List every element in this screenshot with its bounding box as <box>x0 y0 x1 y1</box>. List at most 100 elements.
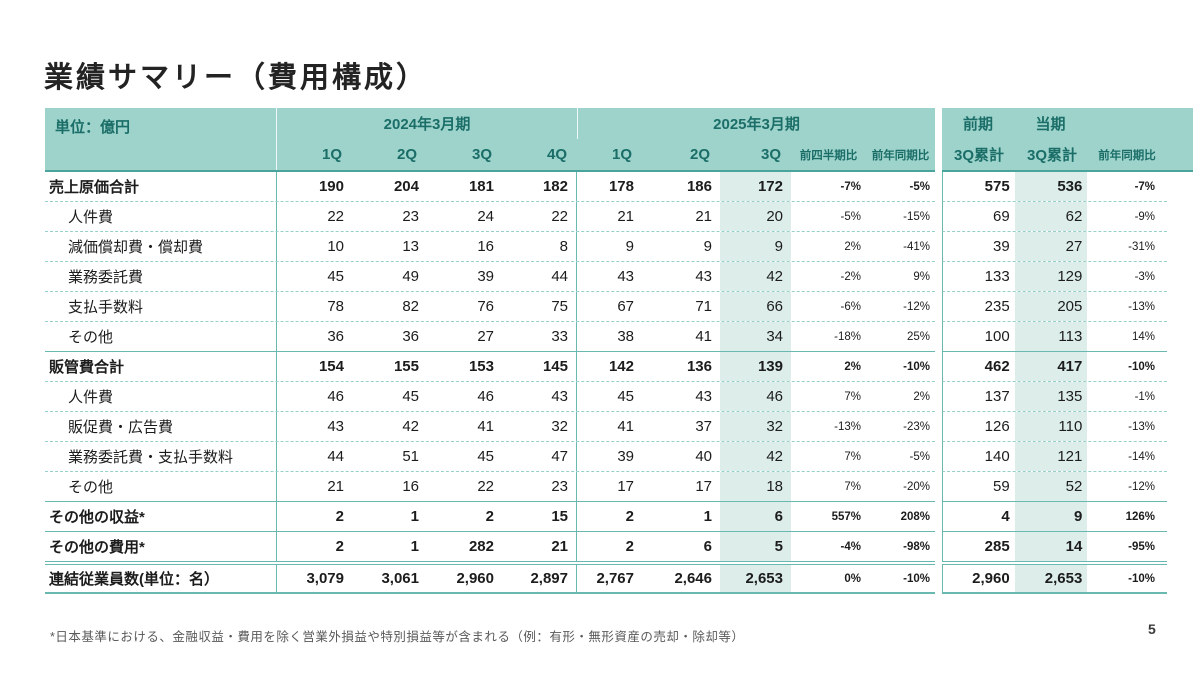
pct-cell-yoy: -23% <box>903 420 930 433</box>
value-cell-2024-3q: 2,960 <box>456 570 494 587</box>
pct-cell-qoq: -13% <box>834 420 861 433</box>
table-row: 人件費 22 23 24 22 21 21 20 -5% -15% <box>45 202 935 232</box>
value-cell-2024-4q: 43 <box>502 382 577 411</box>
value-cell-2024-1q: 46 <box>327 388 344 405</box>
value-cell-prev-cum: 4 <box>1001 508 1010 525</box>
value-cell-2024-1q: 154 <box>318 358 344 375</box>
row-label: 売上原価合計 <box>45 172 277 201</box>
value-cell-2025-3q: 18 <box>720 472 791 501</box>
col-header-2024-2q: 2Q <box>396 146 417 163</box>
value-cell-2024-4q: 47 <box>502 442 577 471</box>
value-cell-curr-cum: 417 <box>1014 352 1088 381</box>
pct-cell-yoy: -10% <box>903 572 930 585</box>
table-row-cumulative: 2,960 2,653 -10% <box>942 564 1167 594</box>
value-cell-2025-2q: 2,646 <box>674 570 712 587</box>
value-cell-2024-4q: 2,897 <box>502 565 577 592</box>
value-cell-2024-1q: 36 <box>327 328 344 345</box>
value-cell-2024-3q: 76 <box>477 298 494 315</box>
value-cell-prev-cum: 235 <box>984 298 1010 315</box>
value-cell-curr-cum: 9 <box>1014 502 1088 531</box>
cost-structure-table: 単位：億円 2024年3月期 2025年3月期 1Q 2Q 3Q 4Q 1Q 2… <box>45 108 1193 594</box>
value-cell-2024-2q: 155 <box>393 358 419 375</box>
pct-cell-cum-yoy: -9% <box>1134 210 1156 223</box>
pct-cell-yoy: -12% <box>903 300 930 313</box>
table-row: その他 36 36 27 33 38 41 34 -18% 25% <box>45 322 935 352</box>
value-cell-2024-3q: 46 <box>477 388 494 405</box>
page-number: 5 <box>1148 621 1156 637</box>
pct-cell-yoy: -5% <box>909 450 930 463</box>
value-cell-2025-2q: 37 <box>695 418 712 435</box>
table-row: その他の収益* 2 1 2 15 2 1 6 557% 208% <box>45 502 935 532</box>
value-cell-2024-3q: 27 <box>477 328 494 345</box>
right-table-body: 575 536 -7% 69 62 -9% 39 27 -31% 133 129 -3% 235 205 -… <box>942 172 1167 594</box>
value-cell-2024-2q: 1 <box>410 508 419 525</box>
value-cell-2024-3q: 24 <box>477 208 494 225</box>
value-cell-2024-2q: 1 <box>410 538 419 555</box>
table-row-cumulative: 235 205 -13% <box>942 292 1167 322</box>
value-cell-2024-3q: 153 <box>468 358 494 375</box>
pct-cell-qoq: -4% <box>840 540 861 553</box>
col-header-prev-3q-cum: 3Q累計 <box>953 147 1004 164</box>
value-cell-2025-1q: 178 <box>608 178 634 195</box>
table-row: 業務委託費 45 49 39 44 43 43 42 -2% 9% <box>45 262 935 292</box>
table-row: 販管費合計 154 155 153 145 142 136 139 2% -10% <box>45 352 935 382</box>
value-cell-prev-cum: 575 <box>984 178 1010 195</box>
value-cell-2025-2q: 41 <box>695 328 712 345</box>
row-label: 業務委託費 <box>45 262 277 291</box>
value-cell-2024-2q: 23 <box>402 208 419 225</box>
fiscal-year-group-row: 2024年3月期 2025年3月期 <box>277 108 935 139</box>
pct-cell-qoq: -2% <box>840 270 861 283</box>
value-cell-curr-cum: 121 <box>1014 442 1088 471</box>
value-cell-2025-1q: 21 <box>617 208 634 225</box>
value-cell-2024-4q: 44 <box>502 262 577 291</box>
value-cell-2025-3q: 42 <box>720 262 791 291</box>
value-cell-2024-1q: 21 <box>327 478 344 495</box>
value-cell-2025-3q: 42 <box>720 442 791 471</box>
pct-cell-yoy: -41% <box>903 240 930 253</box>
value-cell-curr-cum: 14 <box>1014 532 1088 561</box>
page-title: 業績サマリー（費用構成） <box>44 62 429 94</box>
value-cell-2025-2q: 136 <box>686 358 712 375</box>
value-cell-2025-2q: 21 <box>695 208 712 225</box>
pct-cell-yoy: 208% <box>900 510 930 523</box>
footnote: *日本基準における、金融収益・費用を除く営業外損益や特別損益等が含まれる（例：有… <box>50 630 745 644</box>
cumulative-table: 前期 当期 3Q累計 3Q累計 前年同期比 575 536 -7% 69 62 -9% 39… <box>942 108 1193 594</box>
pct-cell-qoq: -18% <box>834 330 861 343</box>
value-cell-2025-1q: 9 <box>625 238 634 255</box>
value-cell-curr-cum: 129 <box>1014 262 1088 291</box>
value-cell-2024-3q: 16 <box>477 238 494 255</box>
value-cell-2024-1q: 45 <box>327 268 344 285</box>
value-cell-2024-4q: 23 <box>502 472 577 501</box>
cumulative-table-header: 前期 当期 3Q累計 3Q累計 前年同期比 <box>942 108 1193 172</box>
value-cell-2024-4q: 8 <box>502 232 577 261</box>
table-row-cumulative: 285 14 -95% <box>942 532 1167 562</box>
pct-cell-cum-yoy: -31% <box>1128 240 1156 253</box>
value-cell-curr-cum: 113 <box>1014 322 1088 351</box>
table-row: 減価償却費・償却費 10 13 16 8 9 9 9 2% -41% <box>45 232 935 262</box>
row-label: 販管費合計 <box>45 352 277 381</box>
value-cell-2024-2q: 16 <box>402 478 419 495</box>
table-row: 人件費 46 45 46 43 45 43 46 7% 2% <box>45 382 935 412</box>
value-cell-curr-cum: 536 <box>1014 172 1088 201</box>
value-cell-curr-cum: 205 <box>1014 292 1088 321</box>
value-cell-2025-3q: 9 <box>720 232 791 261</box>
value-cell-2024-2q: 3,061 <box>381 570 419 587</box>
value-cell-2024-1q: 78 <box>327 298 344 315</box>
value-cell-2025-1q: 17 <box>617 478 634 495</box>
main-table-body: 売上原価合計 190 204 181 182 178 186 172 -7% -5% 人件費 22 23… <box>45 172 935 594</box>
value-cell-2024-4q: 15 <box>502 502 577 531</box>
unit-label: 単位：億円 <box>45 108 277 170</box>
pct-cell-qoq: 2% <box>844 360 861 373</box>
table-row: 連結従業員数(単位：名） 3,079 3,061 2,960 2,897 2,767 2,6… <box>45 564 935 594</box>
value-cell-2024-2q: 13 <box>402 238 419 255</box>
value-cell-2025-3q: 2,653 <box>720 565 791 592</box>
pct-cell-qoq: 7% <box>844 480 861 493</box>
curr-period-header: 当期 <box>1035 116 1066 133</box>
value-cell-2025-1q: 142 <box>608 358 634 375</box>
value-cell-prev-cum: 126 <box>984 418 1010 435</box>
table-row-cumulative: 137 135 -1% <box>942 382 1167 412</box>
pct-cell-cum-yoy: -13% <box>1128 300 1156 313</box>
row-label: その他 <box>45 472 277 501</box>
main-table-header: 単位：億円 2024年3月期 2025年3月期 1Q 2Q 3Q 4Q 1Q 2… <box>45 108 935 172</box>
value-cell-prev-cum: 59 <box>992 478 1010 495</box>
